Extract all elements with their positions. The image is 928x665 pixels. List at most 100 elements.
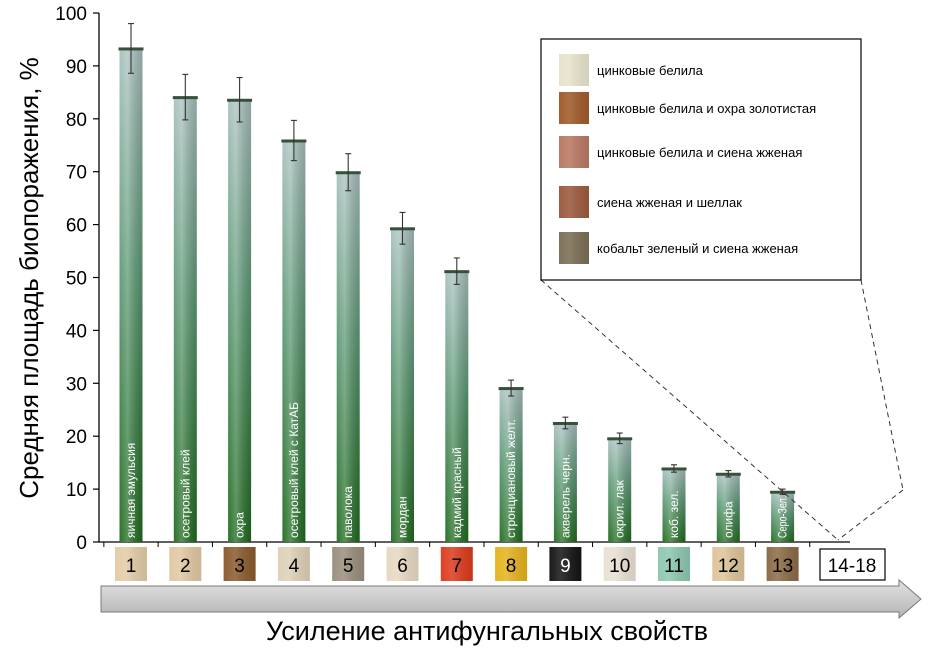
bar-group: Серо-Зел. (770, 488, 796, 542)
category-label: 5 (343, 556, 354, 577)
bar-group: акверель черн. (552, 416, 578, 542)
category-label: 10 (609, 556, 630, 577)
category-label: 6 (397, 556, 408, 577)
bar-shine (662, 468, 686, 542)
category-swatch: 7 (440, 547, 473, 581)
bar-shine (608, 438, 632, 542)
bar-label: яичная эмульсия (124, 443, 138, 538)
bar-shine (282, 140, 306, 542)
y-axis-label: Средняя площадь биопоражения, % (14, 57, 44, 499)
category-swatch: 9 (549, 547, 582, 581)
swatch-texture (115, 547, 147, 581)
category-label: 7 (452, 556, 463, 577)
bar-label: паволока (341, 486, 355, 538)
bar-label: мордан (396, 496, 410, 538)
swatch-texture (277, 547, 310, 581)
swatch-texture (223, 547, 256, 581)
bar-group: коб. зел. (661, 464, 687, 542)
y-tick-label: 70 (66, 163, 87, 184)
category-swatch: 13 (766, 547, 799, 581)
bar-shine (391, 228, 414, 543)
legend-swatch-texture (559, 186, 589, 218)
category-swatch: 5 (332, 547, 365, 581)
legend-item: цинковые белила и охра золотистая (559, 92, 816, 124)
category-swatch: 3 (223, 547, 256, 581)
y-tick-label: 80 (66, 110, 87, 131)
bar-label: охра (233, 512, 247, 538)
y-tick-label: 0 (76, 533, 87, 554)
bar-group: яичная эмульсия (118, 23, 144, 543)
y-tick-label: 40 (66, 321, 87, 342)
bar-label: Серо-Зел. (776, 496, 790, 538)
legend-box (540, 38, 862, 281)
callout-line-left (540, 279, 839, 541)
swatch-texture (712, 547, 745, 581)
category-swatch: 2 (169, 547, 202, 581)
category-label: 1 (126, 556, 137, 577)
bar-label: коб. зел. (667, 490, 681, 538)
bar-shine (173, 97, 197, 543)
bar-group: олифа (715, 470, 741, 542)
swatch-texture (658, 547, 690, 581)
x-axis-label: Усиление антифунгальных свойств (266, 616, 708, 646)
legend-item: цинковые белила и сиена жженая (559, 136, 802, 168)
bar-group: стронциановый желт. (498, 379, 524, 542)
bar-shine (119, 48, 143, 543)
legend-swatch-texture (559, 92, 589, 124)
callout-line-bottom (837, 489, 904, 541)
category-label: 12 (718, 556, 739, 577)
legend-swatch-texture (559, 232, 589, 264)
bar-shine (228, 99, 252, 543)
bar-shine (336, 172, 360, 542)
legend-label: цинковые белила и сиена жженая (597, 145, 802, 160)
bar-shine (553, 422, 577, 542)
legend-item: кобальт зеленый и сиена жженая (559, 232, 798, 264)
category-label-extra: 14-18 (828, 556, 877, 577)
bar-shine (499, 388, 523, 542)
swatch-texture (386, 547, 419, 581)
bar-shine (771, 491, 795, 542)
bar-group: паволока (335, 153, 361, 542)
category-label: 8 (506, 556, 517, 577)
swatch-texture (603, 547, 636, 581)
category-swatch: 11 (658, 547, 690, 581)
category-swatch: 8 (495, 547, 528, 581)
bar-group: осетровый клей с КатАБ (281, 119, 307, 542)
direction-arrow (100, 578, 922, 620)
category-label: 3 (234, 556, 245, 577)
axes: 0 10 20 30 40 50 60 70 80 90 100 (55, 4, 850, 554)
category-label: 4 (289, 556, 300, 577)
legend: цинковые белила цинковые белила и охра зо… (540, 38, 904, 541)
legend-label: сиена жженая и шеллак (597, 195, 742, 210)
category-label: 2 (180, 556, 191, 577)
legend-label: кобальт зеленый и сиена жженая (597, 241, 798, 256)
bar-label: осетровый клей с КатАБ (287, 402, 301, 538)
swatch-texture (169, 547, 202, 581)
bar-shine (445, 271, 469, 542)
swatch-texture (440, 547, 473, 581)
category-swatch: 4 (277, 547, 310, 581)
bar-group: мордан (390, 211, 415, 543)
legend-item: цинковые белила (559, 54, 704, 86)
callout-line-right (860, 279, 904, 491)
bar-label: кадмий красный (450, 447, 464, 538)
category-box-extra: 14-18 (819, 548, 886, 581)
category-swatches: 1 2 3 4 5 6 7 8 9 10 11 12 13 14-18 (115, 547, 886, 581)
legend-swatch-texture (559, 54, 589, 86)
bar-group: осетровый клей (172, 73, 198, 543)
legend-label: цинковые белила (597, 63, 704, 78)
category-swatch: 1 (115, 547, 147, 581)
bar-label: олифа (721, 501, 735, 538)
y-tick-label: 60 (66, 216, 87, 237)
swatch-texture (549, 547, 582, 581)
category-label: 9 (560, 556, 571, 577)
y-tick-label: 30 (66, 374, 87, 395)
category-swatch: 6 (386, 547, 419, 581)
bars: яичная эмульсия осетровый клей охра осетров… (118, 23, 796, 543)
bar-group: окрил. лак (607, 432, 633, 542)
bar-label: стронциановый желт. (504, 419, 518, 538)
bar-label: акверель черн. (558, 454, 572, 538)
swatch-texture (332, 547, 365, 581)
swatch-texture (495, 547, 528, 581)
